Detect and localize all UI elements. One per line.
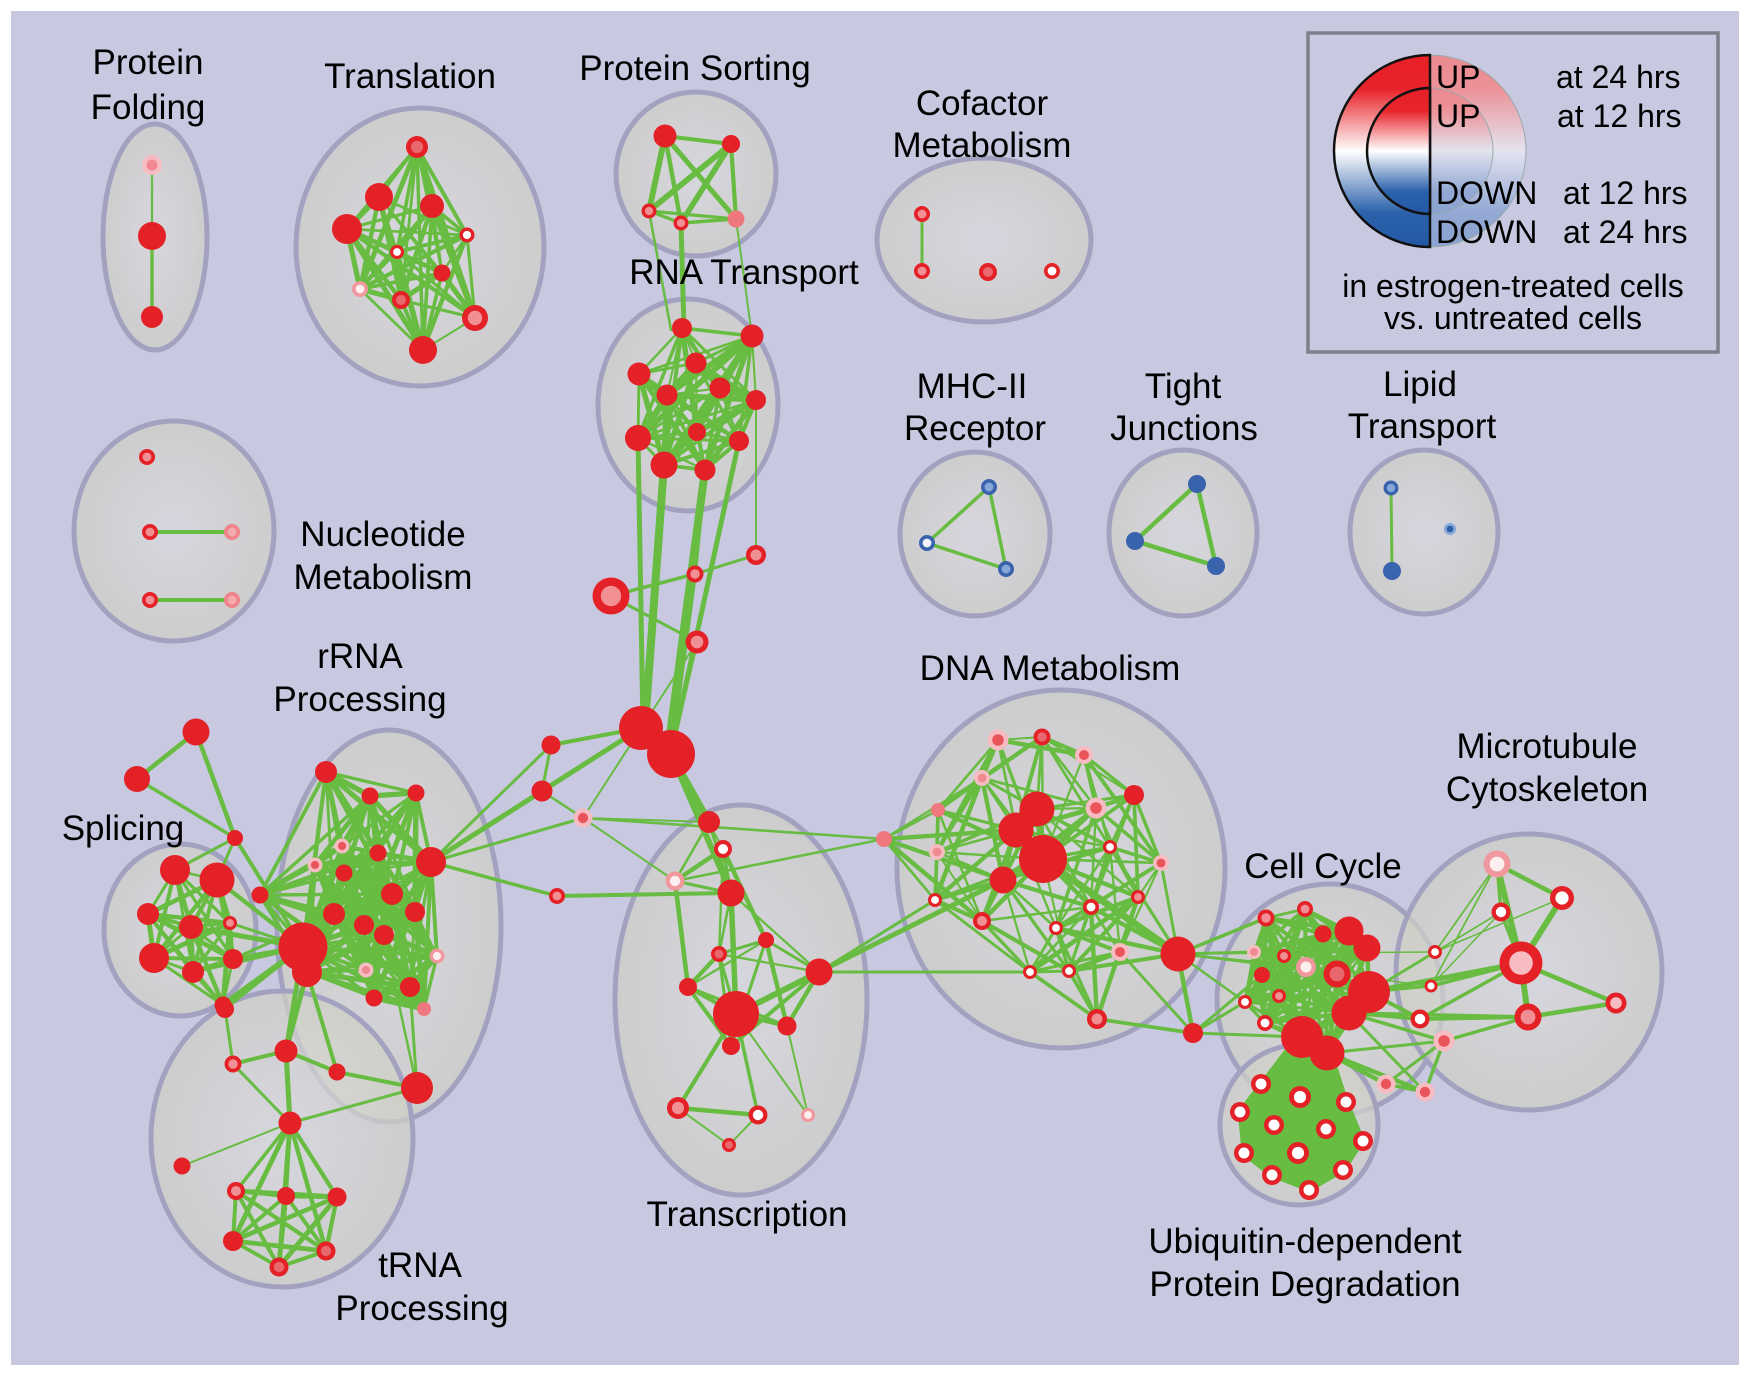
svg-text:Lipid: Lipid (1383, 365, 1457, 404)
svg-text:Protein Sorting: Protein Sorting (579, 49, 811, 88)
svg-text:Protein Degradation: Protein Degradation (1149, 1265, 1460, 1304)
svg-text:Folding: Folding (91, 88, 206, 127)
svg-text:DNA Metabolism: DNA Metabolism (920, 649, 1181, 688)
svg-text:at 12 hrs: at 12 hrs (1557, 98, 1682, 134)
svg-text:tRNA: tRNA (378, 1246, 462, 1285)
svg-text:Microtubule: Microtubule (1457, 727, 1638, 766)
svg-text:Ubiquitin-dependent: Ubiquitin-dependent (1148, 1222, 1462, 1261)
svg-text:UP: UP (1436, 59, 1480, 95)
svg-text:Tight: Tight (1145, 367, 1222, 406)
svg-text:Processing: Processing (335, 1289, 508, 1328)
svg-text:at 12 hrs: at 12 hrs (1563, 175, 1688, 211)
svg-text:Splicing: Splicing (62, 809, 185, 848)
svg-text:Transcription: Transcription (647, 1195, 848, 1234)
svg-text:Transport: Transport (1348, 407, 1497, 446)
svg-text:RNA Transport: RNA Transport (629, 253, 859, 292)
svg-text:at 24 hrs: at 24 hrs (1563, 214, 1688, 250)
svg-text:MHC-II: MHC-II (917, 367, 1028, 406)
svg-text:at 24 hrs: at 24 hrs (1556, 59, 1681, 95)
svg-text:Metabolism: Metabolism (294, 558, 473, 597)
svg-text:DOWN: DOWN (1436, 214, 1537, 250)
svg-text:Cell Cycle: Cell Cycle (1244, 847, 1402, 886)
svg-text:rRNA: rRNA (317, 637, 403, 676)
svg-text:Receptor: Receptor (904, 409, 1046, 448)
svg-text:Processing: Processing (273, 680, 446, 719)
svg-text:DOWN: DOWN (1436, 175, 1537, 211)
svg-text:Metabolism: Metabolism (893, 126, 1072, 165)
svg-text:Cofactor: Cofactor (916, 84, 1049, 123)
svg-text:Protein: Protein (93, 43, 204, 82)
svg-text:vs. untreated cells: vs. untreated cells (1384, 300, 1642, 336)
svg-text:Nucleotide: Nucleotide (300, 515, 465, 554)
svg-text:Junctions: Junctions (1110, 409, 1258, 448)
svg-text:Cytoskeleton: Cytoskeleton (1446, 770, 1648, 809)
svg-text:Translation: Translation (324, 57, 496, 96)
svg-text:UP: UP (1436, 98, 1480, 134)
svg-text:in estrogen-treated cells: in estrogen-treated cells (1342, 268, 1684, 304)
